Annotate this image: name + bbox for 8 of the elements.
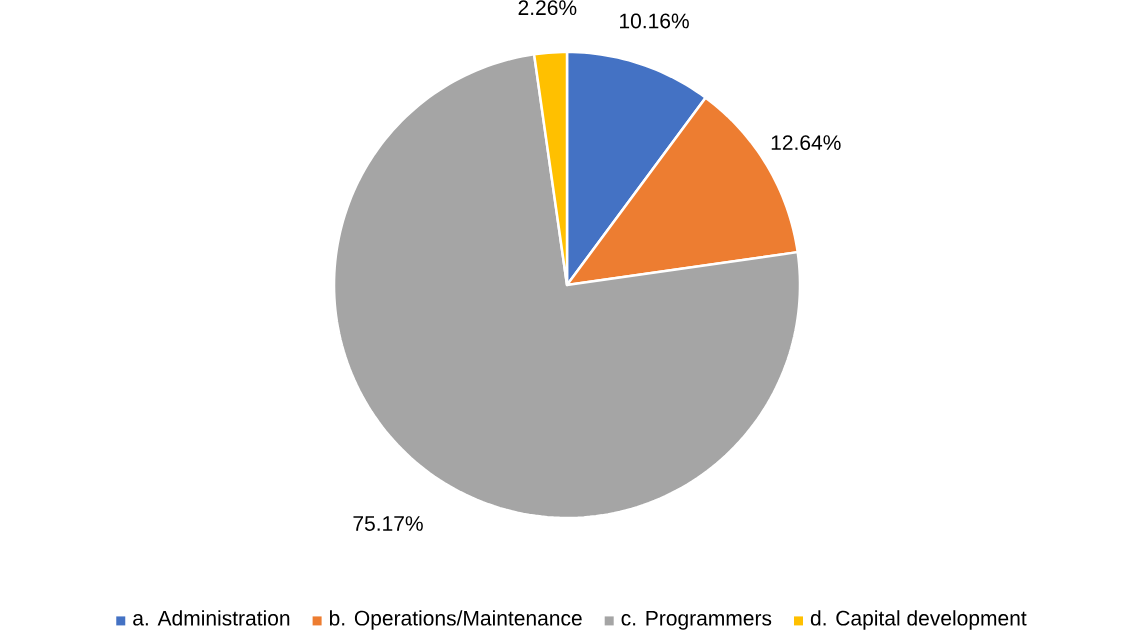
- data-label: 10.16%: [620, 13, 689, 29]
- legend-label: d. Capital development: [810, 610, 1027, 630]
- data-label: 2.26%: [518, 0, 577, 16]
- legend-label: c. Programmers: [621, 610, 772, 630]
- data-label: 75.17%: [353, 516, 423, 531]
- legend-label: a. Administration: [133, 610, 290, 626]
- legend-label: b. Operations/Maintenance: [329, 610, 582, 630]
- data-label: 12.64%: [771, 135, 841, 151]
